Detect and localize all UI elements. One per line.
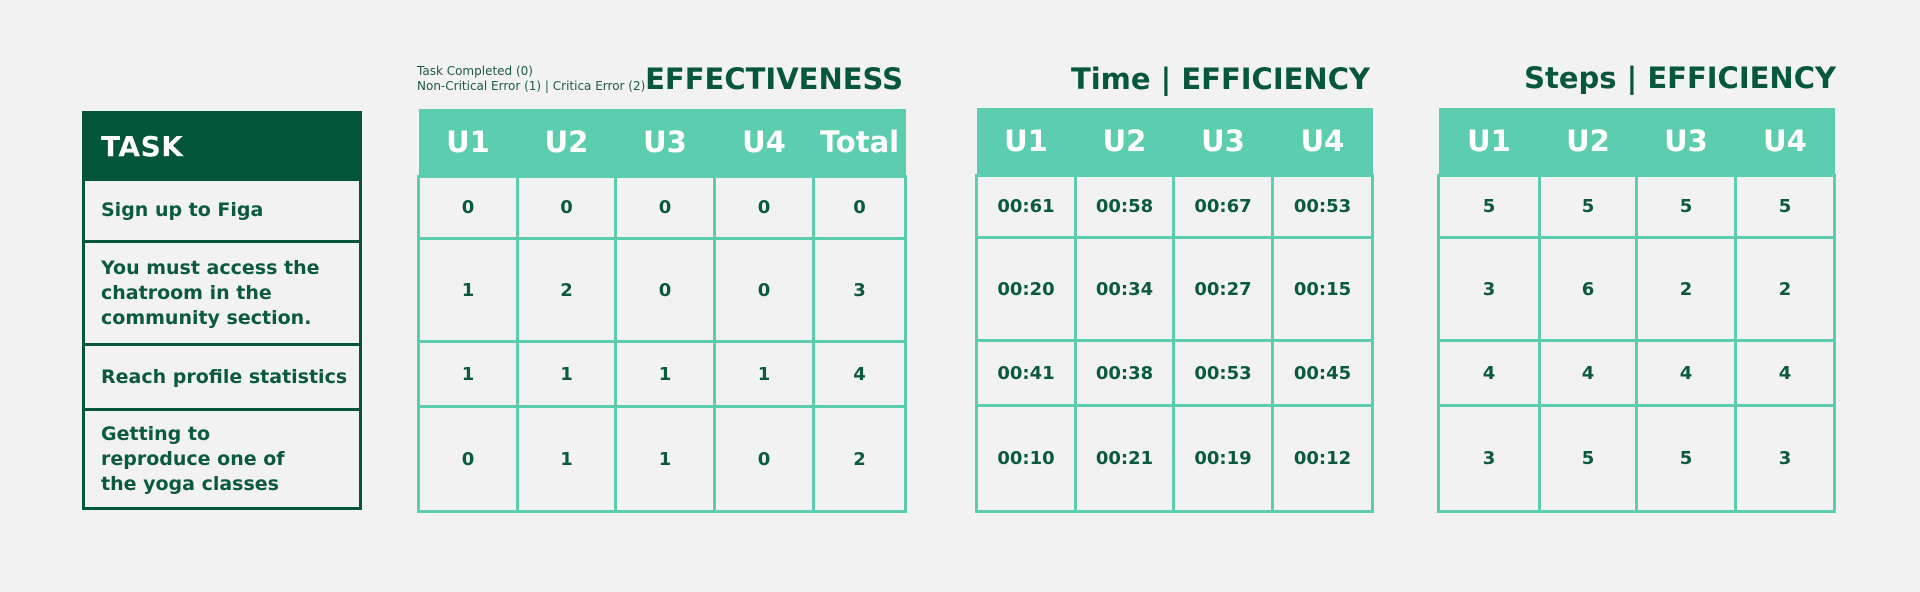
- col-header: U4: [1272, 108, 1373, 176]
- table-row: 00:61 00:58 00:67 00:53: [975, 174, 1374, 239]
- cell: 2: [516, 237, 617, 343]
- col-header: U4: [1735, 108, 1835, 176]
- table-row: 1 2 0 0 3: [417, 237, 907, 343]
- task-row-2: You must access the chatroom in the comm…: [85, 240, 359, 343]
- cell: 1: [417, 340, 519, 408]
- cell: 0: [812, 175, 907, 240]
- table-row: 00:41 00:38 00:53 00:45: [975, 339, 1374, 407]
- table-row: 4 4 4 4: [1437, 339, 1836, 407]
- cell: 1: [417, 237, 519, 343]
- table-row: 3 6 2 2: [1437, 236, 1836, 342]
- col-header: U1: [1438, 108, 1540, 176]
- col-header: U2: [517, 109, 616, 177]
- effectiveness-legend: Task Completed (0) Non-Critical Error (1…: [417, 64, 646, 93]
- col-header: U1: [418, 109, 518, 177]
- cell: 00:10: [975, 404, 1077, 513]
- cell: 4: [1734, 339, 1836, 407]
- cell: 0: [713, 405, 815, 513]
- cell: 00:53: [1172, 339, 1274, 407]
- col-header: Total: [813, 109, 906, 177]
- cell: 00:21: [1074, 404, 1175, 513]
- effectiveness-title: EFFECTIVENESS: [645, 62, 903, 96]
- col-header: U3: [1636, 108, 1736, 176]
- cell: 00:58: [1074, 174, 1175, 239]
- cell: 00:61: [975, 174, 1077, 239]
- cell: 00:34: [1074, 236, 1175, 342]
- task-row-3: Reach profile statistics: [85, 343, 359, 408]
- cell: 4: [1635, 339, 1737, 407]
- cell: 4: [1538, 339, 1638, 407]
- cell: 3: [812, 237, 907, 343]
- cell: 5: [1538, 404, 1638, 513]
- cell: 1: [516, 405, 617, 513]
- col-header: U2: [1075, 108, 1174, 176]
- cell: 5: [1635, 404, 1737, 513]
- cell: 3: [1437, 236, 1541, 342]
- cell: 0: [713, 237, 815, 343]
- cell: 3: [1734, 404, 1836, 513]
- col-header: U3: [615, 109, 715, 177]
- cell: 5: [1635, 174, 1737, 239]
- cell: 0: [516, 175, 617, 240]
- cell: 1: [516, 340, 617, 408]
- table-row: 5 5 5 5: [1437, 174, 1836, 239]
- cell: 00:20: [975, 236, 1077, 342]
- cell: 00:38: [1074, 339, 1175, 407]
- cell: 2: [1734, 236, 1836, 342]
- table-row: 0 1 1 0 2: [417, 405, 907, 513]
- col-header: U4: [714, 109, 814, 177]
- task-header: TASK: [85, 114, 359, 178]
- steps-efficiency-table: U1 U2 U3 U4 5 5 5 5 3 6 2 2 4 4 4 4 3 5 …: [1437, 108, 1836, 513]
- cell: 4: [1437, 339, 1541, 407]
- cell: 00:41: [975, 339, 1077, 407]
- cell: 2: [812, 405, 907, 513]
- cell: 1: [614, 340, 716, 408]
- cell: 00:27: [1172, 236, 1274, 342]
- table-row: 0 0 0 0 0: [417, 175, 907, 240]
- table-row: 3 5 5 3: [1437, 404, 1836, 513]
- cell: 5: [1734, 174, 1836, 239]
- time-efficiency-title: Time | EFFICIENCY: [1070, 62, 1370, 96]
- cell: 1: [614, 405, 716, 513]
- table-row: 00:20 00:34 00:27 00:15: [975, 236, 1374, 342]
- cell: 0: [417, 175, 519, 240]
- cell: 4: [812, 340, 907, 408]
- cell: 5: [1538, 174, 1638, 239]
- steps-efficiency-title: Steps | EFFICIENCY: [1524, 61, 1836, 95]
- cell: 00:12: [1271, 404, 1374, 513]
- cell: 00:15: [1271, 236, 1374, 342]
- cell: 3: [1437, 404, 1541, 513]
- col-header: U1: [976, 108, 1076, 176]
- cell: 00:19: [1172, 404, 1274, 513]
- cell: 5: [1437, 174, 1541, 239]
- col-header: U3: [1173, 108, 1273, 176]
- steps-header-row: U1 U2 U3 U4: [1438, 108, 1835, 176]
- effectiveness-table: U1 U2 U3 U4 Total 0 0 0 0 0 1 2 0 0 3 1 …: [417, 109, 907, 513]
- cell: 0: [713, 175, 815, 240]
- task-row-1: Sign up to Figa: [85, 178, 359, 240]
- cell: 0: [614, 237, 716, 343]
- task-row-4: Getting to reproduce one of the yoga cla…: [85, 408, 359, 507]
- table-row: 00:10 00:21 00:19 00:12: [975, 404, 1374, 513]
- col-header: U2: [1539, 108, 1637, 176]
- cell: 00:45: [1271, 339, 1374, 407]
- task-table: TASK Sign up to Figa You must access the…: [82, 111, 362, 510]
- time-efficiency-table: U1 U2 U3 U4 00:61 00:58 00:67 00:53 00:2…: [975, 108, 1374, 513]
- cell: 00:53: [1271, 174, 1374, 239]
- cell: 6: [1538, 236, 1638, 342]
- cell: 0: [614, 175, 716, 240]
- effectiveness-header-row: U1 U2 U3 U4 Total: [418, 109, 906, 177]
- cell: 1: [713, 340, 815, 408]
- cell: 0: [417, 405, 519, 513]
- table-row: 1 1 1 1 4: [417, 340, 907, 408]
- cell: 2: [1635, 236, 1737, 342]
- cell: 00:67: [1172, 174, 1274, 239]
- time-header-row: U1 U2 U3 U4: [976, 108, 1373, 176]
